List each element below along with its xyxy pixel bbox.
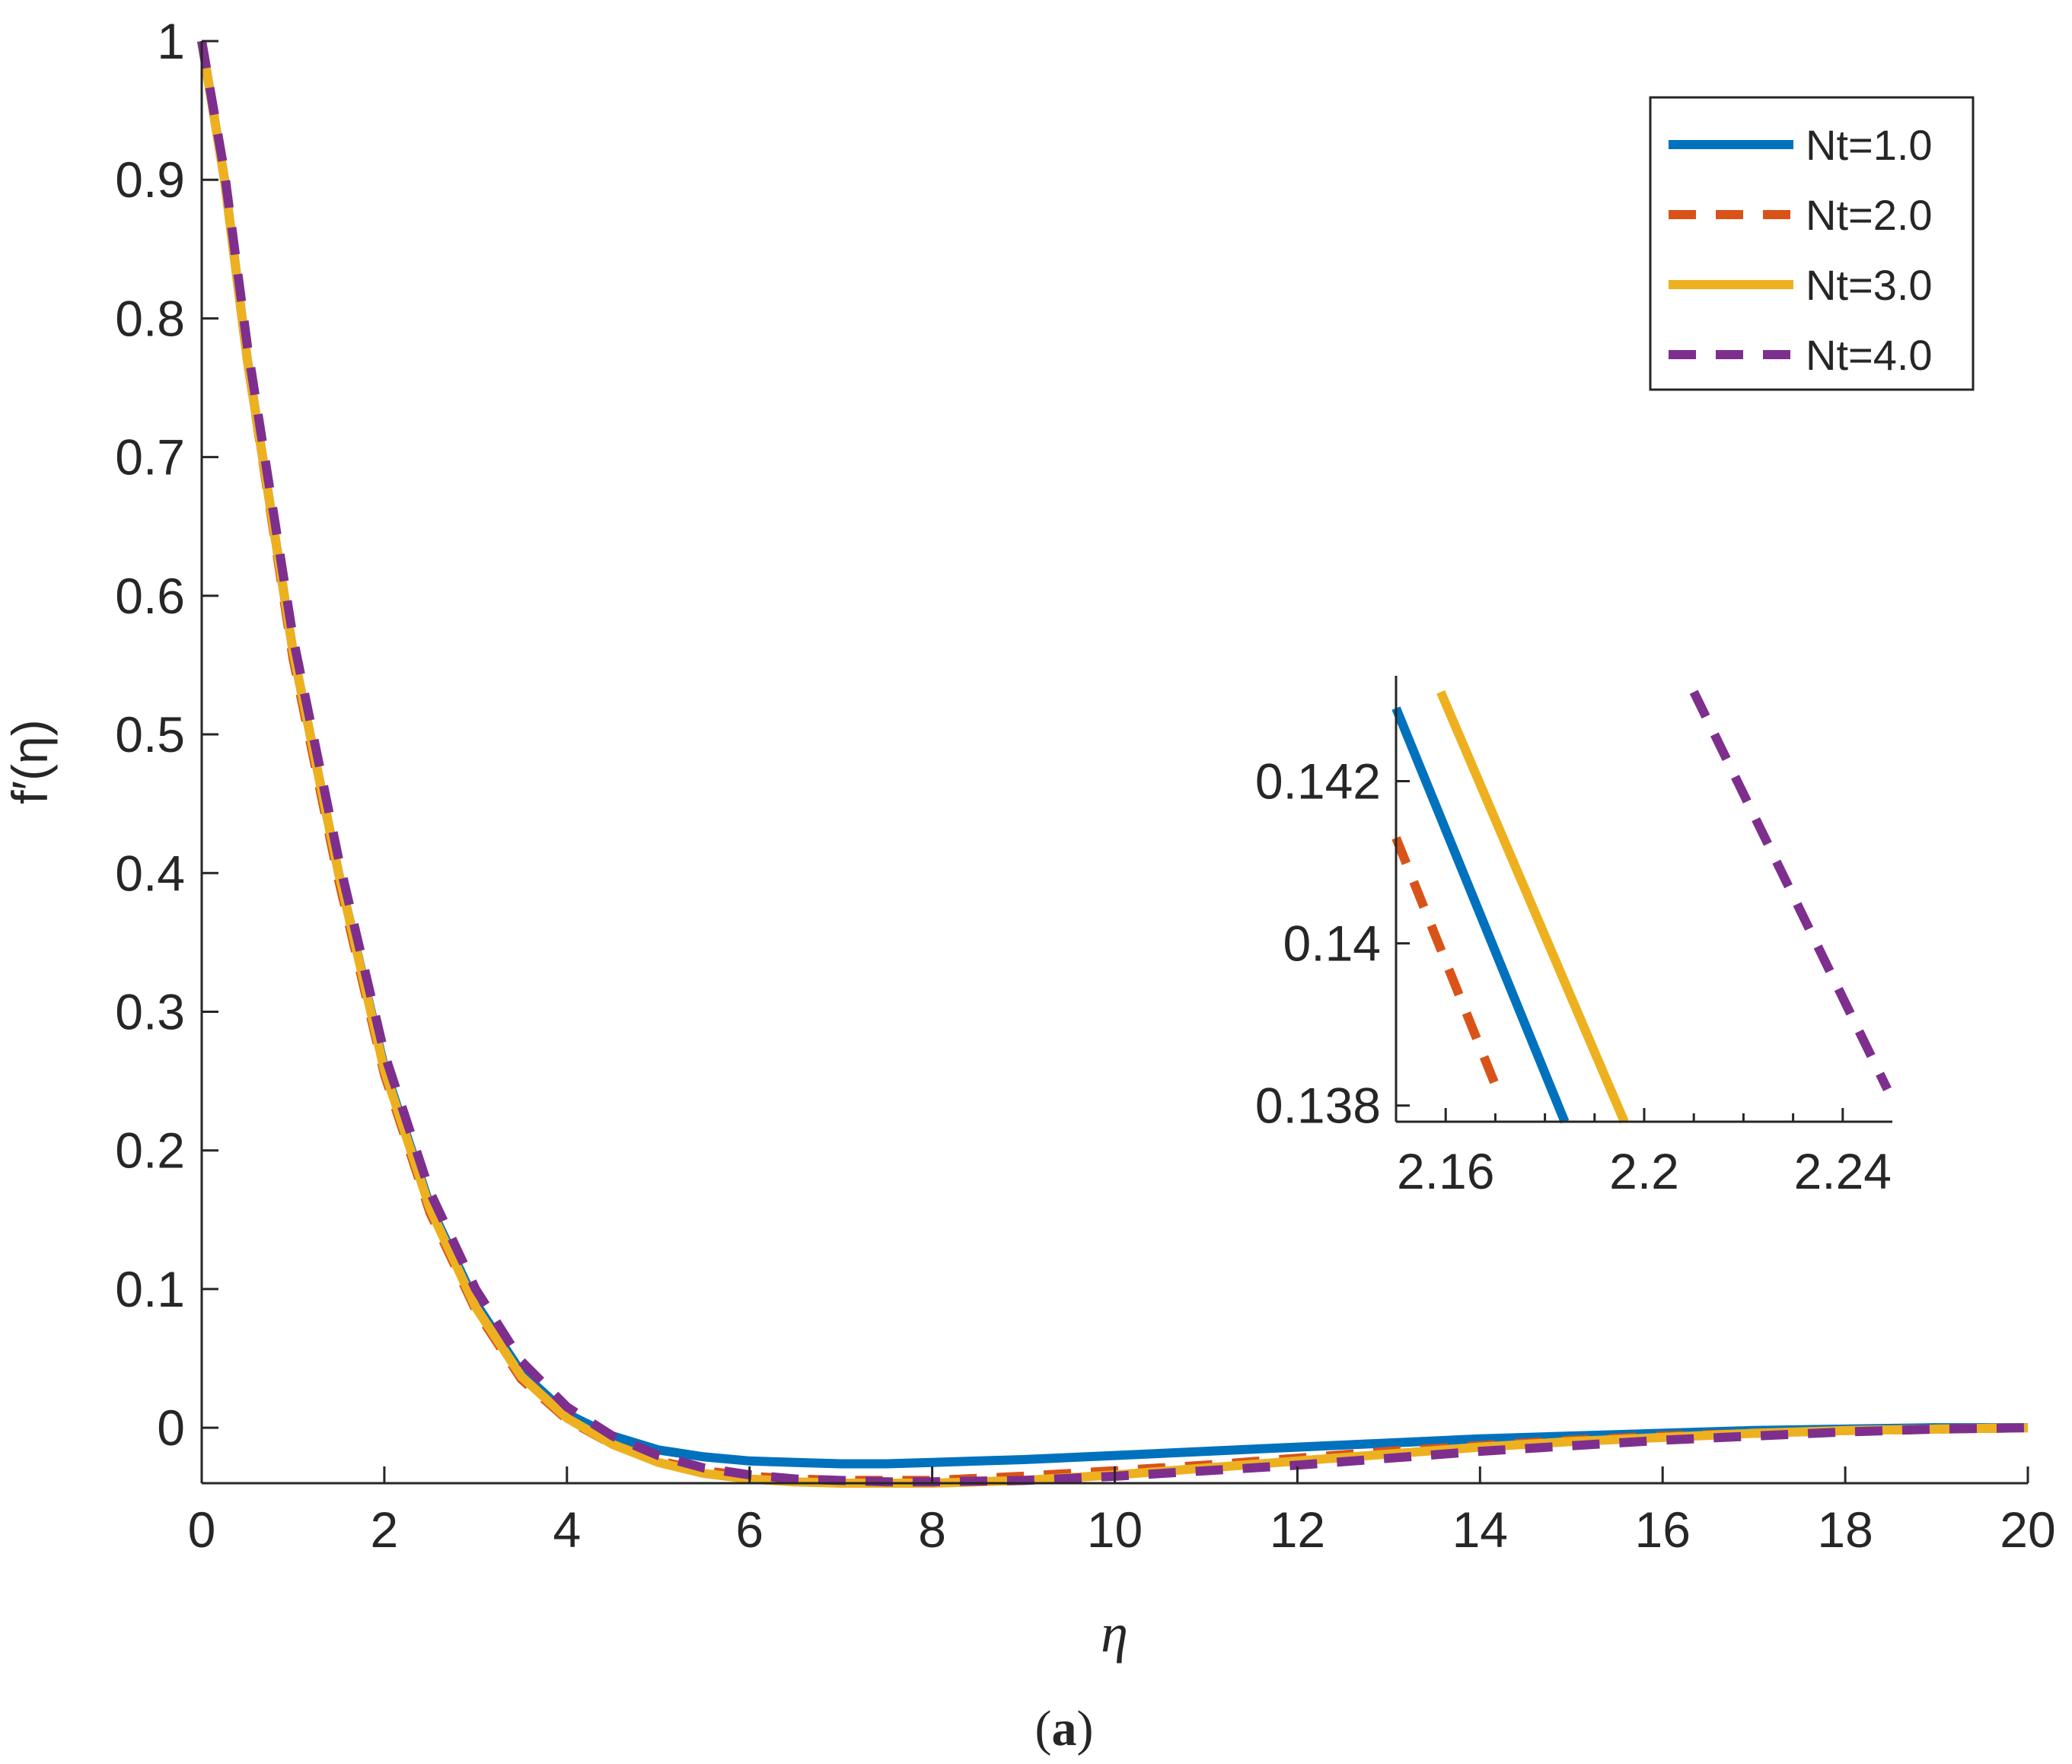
inset-series-line-nt-1-0 [1391,706,1570,1124]
legend-label-nt-1-0: Nt=1.0 [1806,121,1933,169]
x-tick-label: 2 [371,1501,399,1558]
y-tick-label: 0.2 [115,1122,185,1179]
x-tick-label: 6 [735,1501,763,1558]
x-tick-label: 0 [188,1501,216,1558]
caption-open-paren: ( [1035,1701,1052,1756]
x-tick-label: 10 [1087,1501,1143,1558]
y-tick-label: 0.5 [115,706,185,763]
legend-label-nt-4-0: Nt=4.0 [1806,331,1933,379]
inset-x-ticks: 2.16 2.2 2.24 [1397,1108,1892,1199]
inset-series-line-nt-4-0 [1689,689,1892,1092]
inset-background [1396,676,1892,1122]
series-line-nt-4-0 [197,40,2029,1487]
legend-items: Nt=1.0 Nt=2.0 Nt=3.0 Nt=4.0 [1669,121,1933,379]
y-axis-label: f′(η) [2,719,58,804]
x-tick-label: 12 [1270,1501,1325,1558]
inset-y-tick-label: 0.138 [1255,1078,1381,1134]
inset-x-tick-label: 2.24 [1794,1143,1892,1199]
figure-caption: (a) [1035,1701,1094,1756]
x-axis-label: η [1101,1603,1128,1664]
inset-x-tick-label: 2.2 [1609,1143,1679,1199]
inset-plot: 2.16 2.2 2.24 0.138 0.14 0.142 [1255,676,1892,1199]
inset-y-tick-label: 0.14 [1283,915,1381,972]
y-tick-label: 0.6 [115,568,185,624]
main-plot: 0 2 4 6 8 10 12 14 16 18 20 0 0.1 0.2 0.3 0.4 0.5 0.6 0.7… [2,13,2056,1664]
x-tick-label: 4 [553,1501,581,1558]
y-tick-label: 0.7 [115,429,185,486]
y-tick-label: 0.3 [115,983,185,1040]
inset-y-tick-label: 0.142 [1255,753,1381,810]
y-tick-label: 0.9 [115,151,185,208]
inset-y-ticks: 0.138 0.14 0.142 [1255,753,1410,1134]
x-tick-label: 8 [918,1501,946,1558]
x-tick-label: 20 [2000,1501,2055,1558]
legend: Nt=1.0 Nt=2.0 Nt=3.0 Nt=4.0 [1649,96,1975,391]
inset-series-line-nt-3-0 [1436,689,1629,1124]
y-tick-label: 1 [157,13,185,69]
legend-label-nt-2-0: Nt=2.0 [1806,191,1933,239]
x-tick-label: 16 [1634,1501,1690,1558]
inset-series-group [1391,689,1892,1124]
main-x-ticks: 0 2 4 6 8 10 12 14 16 18 20 [188,1466,2056,1558]
x-tick-label: 18 [1817,1501,1873,1558]
y-tick-label: 0.4 [115,845,185,901]
inset-x-tick-label: 2.16 [1397,1143,1494,1199]
caption-close-paren: ) [1077,1701,1094,1756]
caption-letter: a [1052,1701,1077,1756]
x-tick-label: 14 [1452,1501,1508,1558]
main-y-ticks: 0 0.1 0.2 0.3 0.4 0.5 0.6 0.7 0.8 0.9 1 [115,13,218,1456]
y-tick-label: 0.1 [115,1261,185,1317]
y-tick-label: 0 [157,1399,185,1456]
y-tick-label: 0.8 [115,290,185,346]
legend-label-nt-3-0: Nt=3.0 [1806,261,1933,309]
